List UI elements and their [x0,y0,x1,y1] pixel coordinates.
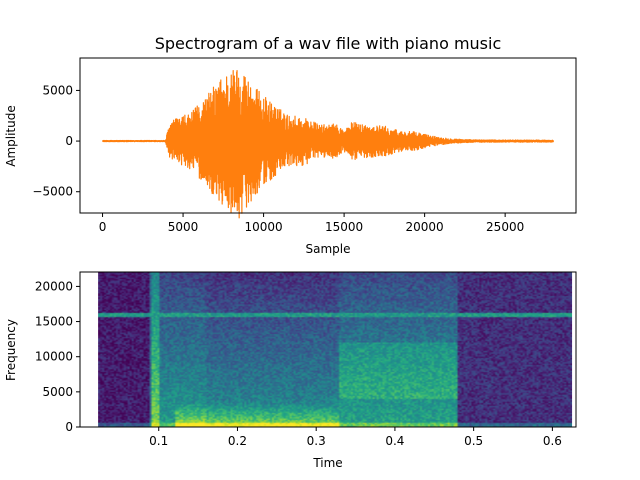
spectrogram-x-tick-label: 0.3 [307,434,326,448]
waveform-x-tick-label: 25000 [486,220,524,234]
spectrogram-plot [98,272,573,427]
waveform-x-tick-label: 20000 [406,220,444,234]
waveform-y-label: Amplitude [4,105,18,167]
spectrogram-y-ticks: 0 5000 10000 15000 20000 [35,279,80,434]
waveform-y-tick-label: 0 [65,134,73,148]
waveform-x-tick-label: 10000 [244,220,282,234]
spectrogram-x-ticks: 0.1 0.2 0.3 0.4 0.5 0.6 [149,427,562,448]
waveform-x-label: Sample [306,242,351,256]
waveform-plot [102,70,554,219]
spectrogram-y-tick-label: 5000 [42,385,73,399]
spectrogram-x-tick-label: 0.1 [149,434,168,448]
waveform-x-tick-label: 5000 [168,220,199,234]
waveform-chart: Spectrogram of a wav file with piano mus… [4,34,577,256]
waveform-y-tick-label: 5000 [42,83,73,97]
waveform-title: Spectrogram of a wav file with piano mus… [155,34,502,53]
spectrogram-x-tick-label: 0.2 [228,434,247,448]
spectrogram-y-tick-label: 0 [65,420,73,434]
spectrogram-chart: 0.1 0.2 0.3 0.4 0.5 0.6 05000100001500020000 … [4,271,577,470]
spectrogram-x-label: Time [312,456,342,470]
waveform-x-tick-label: 15000 [325,220,363,234]
spectrogram-y-tick-label: 10000 [35,350,73,364]
waveform-y-tick-label: −5000 [32,185,73,199]
spectrogram-axes-frame [79,271,577,428]
spectrogram-heatmap [98,272,573,427]
spectrogram-y-label: Frequency [4,319,18,381]
spectrogram-x-tick-label: 0.6 [543,434,562,448]
spectrogram-x-tick-label: 0.5 [464,434,483,448]
waveform-x-tick-label: 0 [99,220,107,234]
spectrogram-y-tick-label: 20000 [35,279,73,293]
spectrogram-x-tick-label: 0.4 [385,434,404,448]
waveform-x-ticks: 0 5000 10000 15000 20000 25000 [99,213,524,234]
waveform-line [102,70,554,219]
waveform-axes-frame [79,57,577,214]
waveform-y-ticks: −5000 0 5000 [32,83,80,199]
spectrogram-y-tick-label: 15000 [35,315,73,329]
